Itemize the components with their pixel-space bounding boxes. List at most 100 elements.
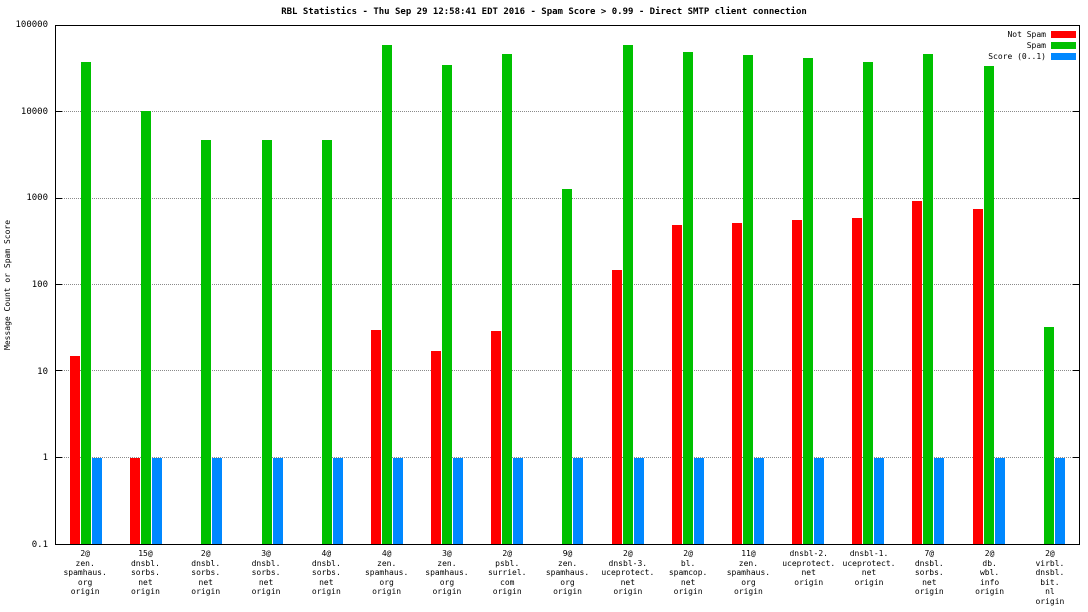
x-tick-label: 3@ dnsbl. sorbs. net origin — [236, 549, 296, 606]
x-tick-label-line: dnsbl. — [914, 558, 944, 568]
x-tick-label-line: com — [500, 577, 515, 587]
x-tick-label-line: origin — [553, 587, 582, 596]
bar-slot — [190, 26, 200, 544]
bar-group — [1019, 26, 1079, 544]
x-tick-label-line: wbl. — [979, 568, 1000, 577]
x-tick-label-line: sorbs. — [130, 568, 160, 577]
bar-slot — [513, 26, 524, 544]
bar-spam — [803, 57, 814, 544]
bar-slot — [453, 26, 464, 544]
bar-spam — [81, 62, 92, 544]
x-tick-label-line: zen. — [738, 558, 759, 568]
bar-not-spam — [792, 220, 803, 544]
x-tick-label: dnsbl-1. uceprotect. net origin — [839, 549, 899, 606]
x-tick-label: 7@ dnsbl. sorbs. net origin — [899, 549, 959, 606]
x-tick-label-line: net — [138, 577, 153, 587]
bar-slot — [814, 26, 825, 544]
x-tick-label-line: dnsbl. — [251, 558, 281, 568]
bar-group — [116, 26, 176, 544]
x-tick-label-line: 11@ — [741, 549, 756, 558]
bar-spam — [1043, 326, 1054, 544]
bar-group — [658, 26, 718, 544]
bar-not-spam — [611, 269, 622, 544]
bar-slot — [622, 26, 633, 544]
bar-not-spam — [431, 351, 442, 544]
x-tick-label-line: 7@ — [924, 549, 935, 558]
bar-score-0-1 — [573, 457, 584, 544]
x-tick-label-line: dnsbl. — [311, 558, 341, 568]
bar-slot — [562, 26, 573, 544]
bar-not-spam — [70, 356, 81, 544]
x-tick-label: 4@ dnsbl. sorbs. net origin — [296, 549, 356, 606]
x-tick-label-line: spamcop. — [668, 568, 708, 577]
bar-slot — [201, 26, 212, 544]
legend: Not Spam Spam Score (0..1) — [988, 29, 1076, 62]
bar-score-0-1 — [874, 457, 885, 544]
x-tick-label: 9@ zen. spamhaus. org origin — [537, 549, 597, 606]
x-tick-label-line: 3@ — [261, 549, 271, 558]
x-tick-label-line: net — [680, 577, 696, 587]
x-tick-label-line: spamhaus. — [425, 568, 469, 577]
axis-tick — [56, 456, 62, 458]
bar-slot — [442, 26, 453, 544]
bar-slot — [994, 26, 1005, 544]
bar-group — [959, 26, 1019, 544]
bar-groups — [56, 26, 1079, 544]
x-tick-label-line: dnsbl-2. — [789, 549, 828, 558]
x-tick-label-line: spamhaus. — [364, 568, 409, 577]
bar-slot — [611, 26, 622, 544]
bar-slot — [251, 26, 261, 544]
x-tick-label-line: sorbs. — [914, 568, 944, 577]
x-tick-label-line: bl. — [680, 558, 696, 568]
x-tick-label-line: net — [319, 577, 334, 587]
bar-group — [718, 26, 778, 544]
legend-swatch-score-0-1 — [1051, 53, 1076, 60]
bar-group — [838, 26, 898, 544]
bar-slot — [1033, 26, 1043, 544]
x-tick-label-line: origin — [311, 587, 341, 596]
bar-score-0-1 — [212, 457, 223, 544]
x-tick-label-line: spamhaus. — [63, 568, 107, 577]
x-tick-label-line: org — [741, 577, 756, 587]
bar-score-0-1 — [994, 457, 1005, 544]
x-tick-label-line: origin — [1035, 596, 1065, 606]
x-tick-label-line: origin — [794, 577, 824, 587]
x-tick-label-line: org — [560, 577, 575, 587]
bar-spam — [562, 188, 573, 544]
bar-spam — [622, 45, 633, 544]
axis-tick — [1073, 284, 1079, 285]
x-tick-label-line: spamhaus. — [726, 568, 771, 577]
bar-score-0-1 — [693, 457, 704, 544]
bar-slot — [923, 26, 934, 544]
x-tick-label-line: 2@ — [1045, 549, 1055, 558]
axis-tick — [1073, 370, 1079, 372]
x-tick-label-line: net — [258, 577, 274, 587]
bar-not-spam — [731, 223, 742, 544]
bar-not-spam — [370, 330, 381, 544]
x-tick-label-line: dnsbl. — [1035, 568, 1065, 577]
bar-score-0-1 — [513, 457, 524, 544]
bar-slot — [321, 26, 332, 544]
bar-slot — [1054, 26, 1065, 544]
x-tick-label-line: net — [801, 568, 816, 577]
bar-group — [898, 26, 958, 544]
bar-slot — [130, 26, 141, 544]
bar-slot — [370, 26, 381, 544]
y-tick-label: 1 — [42, 453, 48, 464]
bar-score-0-1 — [453, 457, 464, 544]
bar-slot — [671, 26, 682, 544]
bar-slot — [682, 26, 693, 544]
x-tick-label: 2@ bl. spamcop. net origin — [658, 549, 718, 606]
bar-spam — [381, 45, 392, 544]
bar-slot — [491, 26, 502, 544]
x-tick-label: 4@ zen. spamhaus. org origin — [356, 549, 416, 606]
x-tick-label-line: dnsbl. — [130, 558, 160, 568]
bar-spam — [983, 66, 994, 544]
bar-not-spam — [130, 457, 141, 544]
x-tick-label-line: 2@ — [683, 549, 693, 558]
bar-slot — [212, 26, 223, 544]
bar-spam — [682, 52, 693, 544]
x-tick-label-line: uceprotect. — [842, 558, 896, 568]
x-tick-label-line: origin — [191, 587, 221, 596]
